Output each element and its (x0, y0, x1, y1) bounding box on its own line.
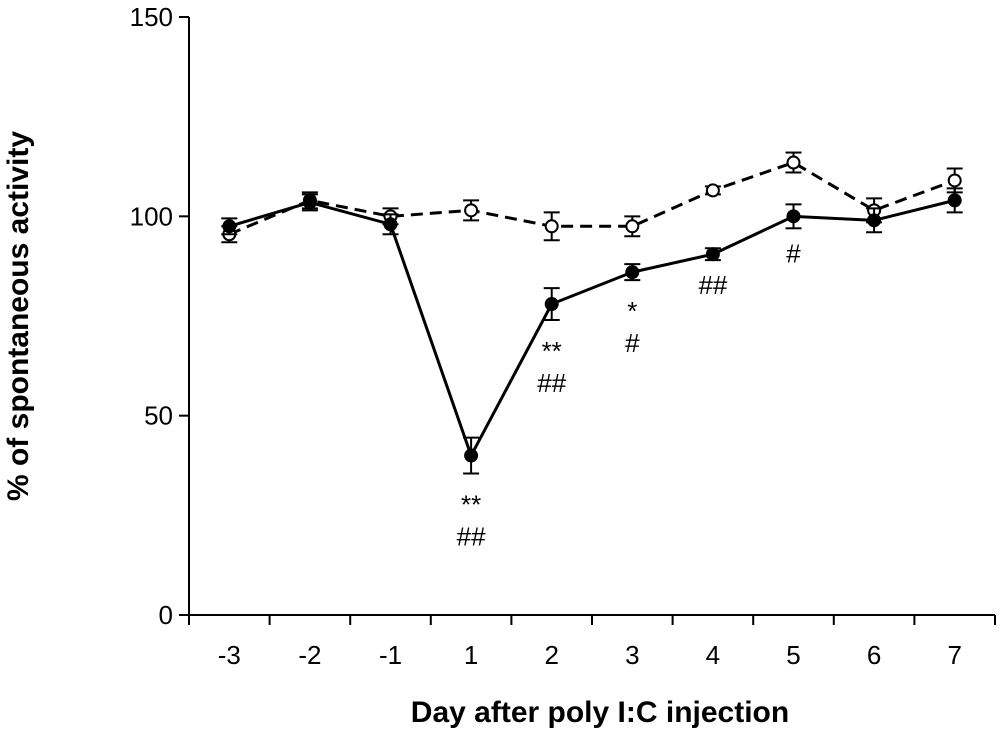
y-tick-label-100: 100 (130, 201, 173, 231)
y-tick-label-50: 50 (144, 401, 173, 431)
data-point-poly-i-c--3 (222, 219, 237, 234)
data-point-control-2 (544, 219, 559, 234)
data-point-poly-i-c-5 (786, 209, 801, 224)
annotation-layer: **##**##*#### (457, 238, 802, 551)
x-tick-label-6: 6 (867, 640, 881, 670)
series-poly-i-c (221, 187, 963, 475)
series-layer (221, 151, 963, 475)
significance-label-day-3: # (625, 328, 640, 358)
significance-label-day-5: # (786, 238, 801, 268)
significance-label-day-4: ## (698, 270, 727, 300)
x-tick-label-1: 1 (464, 640, 478, 670)
data-point-control-1 (464, 203, 479, 218)
data-point-poly-i-c-7 (947, 193, 962, 208)
x-axis-title: Day after poly I:C injection (411, 696, 789, 729)
data-point-poly-i-c--1 (383, 217, 398, 232)
y-tick-label-150: 150 (130, 2, 173, 32)
data-point-poly-i-c-3 (625, 265, 640, 280)
data-point-control-4 (705, 183, 720, 198)
x-tick-label-2: 2 (544, 640, 558, 670)
x-tick-label--1: -1 (379, 640, 402, 670)
data-point-control-7 (947, 173, 962, 188)
y-axis-title: % of spontaneous activity (2, 131, 35, 501)
data-point-control-5 (786, 155, 801, 170)
x-tick-label-7: 7 (947, 640, 961, 670)
significance-label-day-1: ## (457, 521, 486, 551)
data-point-poly-i-c-6 (867, 213, 882, 228)
x-tick-label-4: 4 (706, 640, 720, 670)
significance-label-day-2: ## (537, 368, 566, 398)
data-point-poly-i-c-1 (464, 448, 479, 463)
x-tick-label-5: 5 (786, 640, 800, 670)
data-point-control-3 (625, 219, 640, 234)
significance-label-day-2: ** (542, 336, 562, 366)
y-tick-label-0: 0 (159, 600, 173, 630)
data-point-poly-i-c-2 (544, 297, 559, 312)
x-tick-label--2: -2 (298, 640, 321, 670)
x-tick-label--3: -3 (218, 640, 241, 670)
significance-label-day-1: ** (461, 489, 481, 519)
x-tick-label-3: 3 (625, 640, 639, 670)
data-point-poly-i-c-4 (705, 247, 720, 262)
data-point-poly-i-c--2 (302, 195, 317, 210)
series-line-poly-i-c (228, 198, 956, 460)
series-control (221, 151, 963, 244)
axes: 0 50 100 150 -3 -2 -1 1 2 3 4 5 6 7 (130, 2, 996, 670)
series-line-control (228, 160, 956, 236)
significance-label-day-3: * (627, 296, 637, 326)
